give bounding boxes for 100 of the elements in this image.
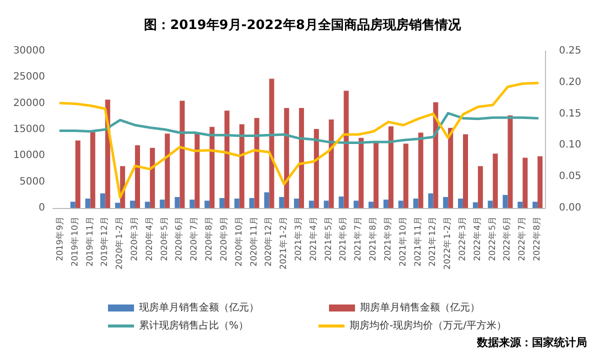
x-tick-label: 2020年8月: [204, 216, 215, 262]
bar: [368, 202, 374, 208]
bar: [115, 202, 120, 208]
bar: [463, 134, 468, 208]
y2-tick-label: 0.10: [559, 140, 582, 151]
bar: [144, 202, 150, 208]
x-tick-label: 2020年6月: [174, 216, 185, 262]
bar: [413, 198, 418, 208]
x-tick-label: 2020年1-2月: [114, 216, 126, 270]
bar: [433, 102, 438, 208]
bar: [338, 196, 344, 208]
bar: [518, 202, 523, 208]
y2-tick-label: 0.25: [559, 46, 582, 56]
bar: [383, 200, 388, 208]
bar: [538, 156, 543, 208]
bar: [269, 78, 274, 208]
y2-tick-label: 0.15: [559, 108, 582, 120]
x-tick-label: 2022年7月: [516, 216, 528, 262]
bar: [224, 110, 230, 208]
bar: [135, 145, 140, 208]
x-tick-label: 2021年5月: [322, 216, 334, 262]
y2-tick-label: 0.05: [559, 171, 582, 182]
bar: [328, 120, 334, 208]
bar: [264, 192, 270, 208]
x-tick-label: 2020年3月: [129, 216, 140, 262]
bar: [100, 193, 106, 208]
bar: [234, 198, 240, 208]
bar: [358, 138, 364, 208]
bar: [210, 126, 215, 208]
bar: [398, 200, 404, 208]
y-tick-label: 15000: [13, 124, 45, 135]
x-tick-label: 2021年9月: [382, 216, 394, 262]
x-tick-label: 2021年7月: [352, 216, 364, 262]
source-note: 数据来源：国家统计局: [476, 336, 587, 349]
legend-label: 累计现房销售占比（%）: [139, 320, 249, 332]
y-tick-label: 10000: [13, 150, 45, 162]
x-tick-label: 2021年4月: [308, 216, 319, 262]
bar: [522, 158, 528, 208]
bar: [219, 198, 224, 208]
bar: [428, 193, 434, 208]
bar: [472, 202, 478, 208]
x-tick-label: 2021年10月: [397, 216, 408, 266]
bar: [204, 200, 210, 208]
x-tick-label: 2019年12月: [99, 216, 110, 266]
x-tick-label: 2020年12月: [263, 216, 274, 266]
bar: [239, 124, 244, 208]
y-tick-label: 5000: [20, 176, 45, 188]
bar: [532, 202, 538, 208]
x-tick-label: 2022年6月: [502, 216, 513, 262]
bar: [508, 115, 513, 208]
legend-label: 期房均价-现房均价（万元/平方米）: [350, 320, 506, 332]
x-tick-label: 2021年12月: [427, 216, 438, 266]
line-series: [59, 112, 539, 144]
x-tick-label: 2021年6月: [338, 216, 349, 262]
bar: [249, 198, 254, 208]
bar: [70, 202, 76, 208]
bar: [284, 108, 290, 208]
x-tick-label: 2021年11月: [412, 216, 424, 266]
bar: [344, 90, 349, 208]
bar: [294, 198, 299, 208]
x-tick-label: 2020年9月: [218, 216, 230, 262]
y-tick-label: 30000: [13, 46, 45, 56]
bar: [354, 200, 359, 208]
x-tick-label: 2022年1-2月: [442, 216, 454, 270]
bar: [324, 200, 329, 208]
bar: [130, 200, 135, 208]
x-tick-label: 2022年3月: [457, 216, 468, 262]
x-tick-label: 2019年9月: [54, 216, 66, 262]
bar: [502, 194, 508, 208]
x-tick-label: 2022年8月: [532, 216, 543, 262]
bar: [75, 140, 80, 208]
bar: [150, 148, 155, 208]
bar: [314, 128, 319, 208]
bar: [194, 133, 200, 208]
bar: [374, 142, 379, 208]
bar: [448, 128, 454, 208]
bar: [308, 200, 314, 208]
y-tick-label: 20000: [13, 98, 45, 109]
y-tick-label: 0: [38, 202, 45, 214]
bar: [418, 132, 424, 208]
x-tick-label: 2020年11月: [248, 216, 260, 266]
bar: [279, 197, 284, 208]
bar: [403, 144, 408, 208]
y2-tick-label: 0.20: [559, 76, 582, 88]
x-tick-label: 2020年4月: [144, 216, 155, 262]
legend-label: 现房单月销售金额（亿元）: [139, 302, 259, 314]
bar: [478, 166, 483, 208]
bar: [299, 108, 304, 208]
x-tick-label: 2020年7月: [188, 216, 200, 262]
bar: [180, 100, 185, 208]
bar: [164, 134, 170, 208]
x-tick-label: 2021年1-2月: [278, 216, 290, 270]
legend-label: 期房单月销售金额（亿元）: [360, 302, 480, 314]
y-tick-label: 25000: [13, 72, 45, 83]
x-tick-label: 2020年10月: [233, 216, 244, 266]
bar: [174, 197, 180, 208]
bar: [254, 118, 260, 208]
bar: [90, 132, 96, 208]
bar: [492, 154, 498, 208]
x-tick-label: 2021年8月: [368, 216, 379, 262]
